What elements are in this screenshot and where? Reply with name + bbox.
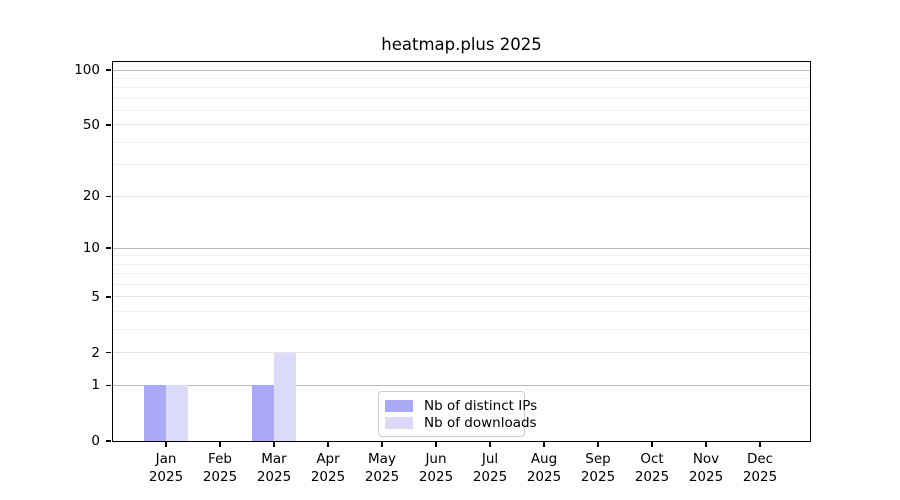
legend-row-downloads: Nb of downloads (385, 414, 537, 431)
x-tick-month: Dec (746, 451, 774, 467)
legend-label-distinct-ips: Nb of distinct IPs (424, 397, 538, 414)
x-tick-month: Nov (692, 451, 720, 467)
y-tick-mark (106, 69, 111, 71)
bar-distinct-ips-jan (144, 385, 166, 441)
y-tick-label: 50 (82, 116, 100, 133)
y-tick-label: 20 (82, 188, 100, 205)
bar-downloads-jan (166, 385, 188, 441)
y-tick-mark (106, 384, 111, 387)
x-tick-month: Jun (425, 451, 447, 467)
x-tick-year: 2025 (580, 468, 616, 485)
y-tick-mark (106, 296, 111, 298)
x-tick-mark (327, 442, 329, 447)
y-tick-mark (106, 440, 111, 442)
x-tick-year: 2025 (202, 468, 238, 485)
x-tick-year: 2025 (688, 468, 724, 485)
minor-gridline (113, 97, 810, 99)
x-tick-year: 2025 (148, 468, 184, 485)
plot-area (112, 61, 811, 442)
x-tick-month: Feb (208, 451, 232, 467)
x-tick-label-jul: Jul 2025 (454, 451, 526, 486)
x-tick-month: Jul (481, 451, 499, 467)
y-tick-mark (106, 124, 111, 126)
minor-gridline (113, 311, 810, 313)
x-tick-label-may: May 2025 (346, 451, 418, 486)
x-tick-month: May (368, 451, 396, 467)
chart-title: heatmap.plus 2025 (381, 35, 542, 54)
minor-gridline (113, 273, 810, 275)
x-tick-month: Aug (530, 451, 558, 467)
legend: Nb of distinct IPs Nb of downloads (378, 391, 537, 437)
x-tick-mark (273, 442, 275, 447)
legend-swatch-downloads (385, 416, 413, 429)
x-tick-mark (651, 442, 653, 447)
bar-distinct-ips-mar (252, 385, 274, 441)
y-tick-mark (106, 351, 111, 354)
x-tick-label-nov: Nov 2025 (670, 451, 742, 486)
minor-gridline (113, 77, 810, 79)
legend-swatch-distinct-ips (385, 399, 413, 412)
x-tick-year: 2025 (418, 468, 454, 485)
minor-gridline (113, 110, 810, 112)
minor-gridline (113, 255, 810, 257)
x-tick-mark (219, 442, 221, 447)
mid-gridline (113, 352, 810, 354)
mid-gridline (113, 195, 810, 197)
x-tick-year: 2025 (364, 468, 400, 485)
x-tick-month: Sep (585, 451, 611, 467)
x-tick-label-apr: Apr 2025 (292, 451, 364, 486)
x-tick-year: 2025 (634, 468, 670, 485)
y-tick-mark (106, 195, 111, 197)
x-tick-mark (543, 442, 545, 447)
x-tick-year: 2025 (310, 468, 346, 485)
minor-gridline (113, 329, 810, 331)
x-tick-mark (165, 442, 167, 447)
x-tick-label-oct: Oct 2025 (616, 451, 688, 486)
x-tick-month: Apr (316, 451, 340, 467)
x-tick-year: 2025 (256, 468, 292, 485)
legend-label-downloads: Nb of downloads (424, 414, 537, 431)
minor-gridline (113, 263, 810, 265)
x-tick-mark (705, 442, 707, 447)
x-tick-label-jun: Jun 2025 (400, 451, 472, 486)
x-tick-label-sep: Sep 2025 (562, 451, 634, 486)
y-tick-label: 5 (91, 288, 100, 305)
x-tick-mark (381, 442, 383, 447)
mid-gridline (113, 296, 810, 298)
minor-gridline (113, 87, 810, 89)
y-tick-label: 0 (91, 433, 100, 449)
x-tick-label-feb: Feb 2025 (184, 451, 256, 486)
bar-downloads-mar (274, 352, 296, 441)
x-tick-mark (597, 442, 599, 447)
x-tick-mark (759, 442, 761, 447)
major-gridline (113, 69, 810, 71)
mid-gridline (113, 124, 810, 126)
x-tick-label-jan: Jan 2025 (130, 451, 202, 486)
major-gridline (113, 384, 810, 386)
minor-gridline (113, 164, 810, 166)
y-tick-mark (106, 247, 111, 249)
x-tick-mark (489, 442, 491, 447)
minor-gridline (113, 284, 810, 286)
minor-gridline (113, 141, 810, 143)
y-tick-label: 2 (91, 344, 100, 361)
legend-row-distinct-ips: Nb of distinct IPs (385, 397, 537, 414)
y-tick-label: 1 (91, 377, 100, 394)
x-tick-label-aug: Aug 2025 (508, 451, 580, 486)
x-tick-year: 2025 (742, 468, 778, 485)
x-tick-mark (435, 442, 437, 447)
x-tick-year: 2025 (526, 468, 562, 485)
major-gridline (113, 247, 810, 249)
y-tick-label: 10 (82, 240, 100, 257)
x-tick-month: Jan (155, 451, 177, 467)
y-tick-label: 100 (74, 62, 100, 78)
x-tick-month: Mar (261, 451, 287, 467)
x-tick-label-mar: Mar 2025 (238, 451, 310, 486)
x-tick-month: Oct (640, 451, 664, 467)
x-tick-label-dec: Dec 2025 (724, 451, 796, 486)
x-tick-year: 2025 (472, 468, 508, 485)
